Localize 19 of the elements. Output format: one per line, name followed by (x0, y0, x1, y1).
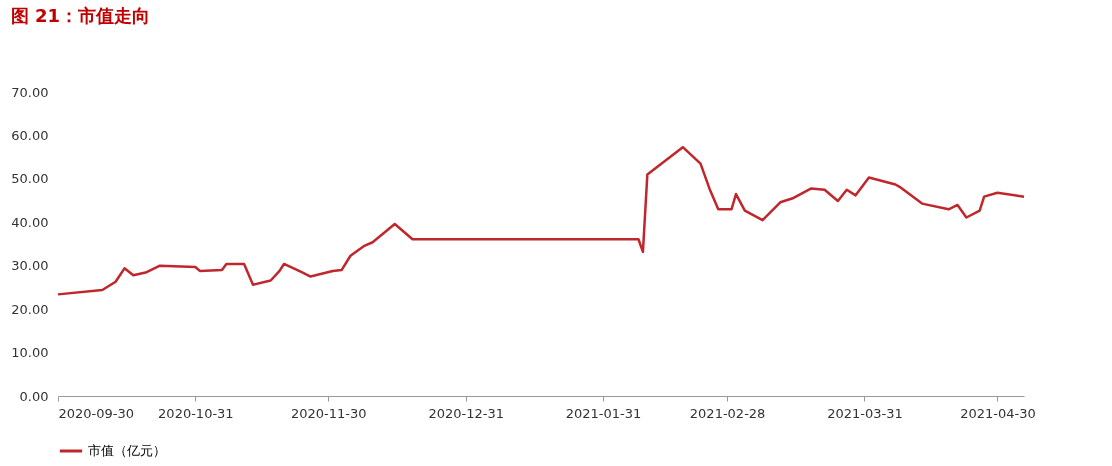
y-tick-label: 20.00 (11, 301, 49, 317)
line-series (56, 145, 1026, 296)
legend-label: 市值（亿元） (88, 443, 166, 458)
x-tick-label: 2021-02-28 (689, 405, 766, 421)
y-tick-label: 30.00 (11, 258, 49, 274)
x-tick-label: 2021-04-30 (960, 405, 1036, 421)
x-tick-label: 2020-11-30 (291, 405, 367, 421)
chart-title: 图 21：市值走向 (10, 5, 151, 26)
x-tick-label: 2020-12-31 (428, 405, 504, 421)
y-tick-label: 0.00 (19, 388, 49, 404)
y-tick-label: 70.00 (11, 84, 49, 100)
y-tick-label: 40.00 (11, 214, 49, 230)
x-tick-label: 2020-10-31 (158, 405, 234, 421)
y-tick-label: 10.00 (11, 345, 49, 361)
x-tick-label: 2020-09-30 (58, 405, 135, 421)
x-tick-label: 2021-03-31 (827, 405, 903, 421)
y-tick-label: 60.00 (11, 127, 49, 143)
y-tick-label: 50.00 (11, 171, 49, 187)
x-tick-label: 2021-01-31 (565, 405, 642, 421)
